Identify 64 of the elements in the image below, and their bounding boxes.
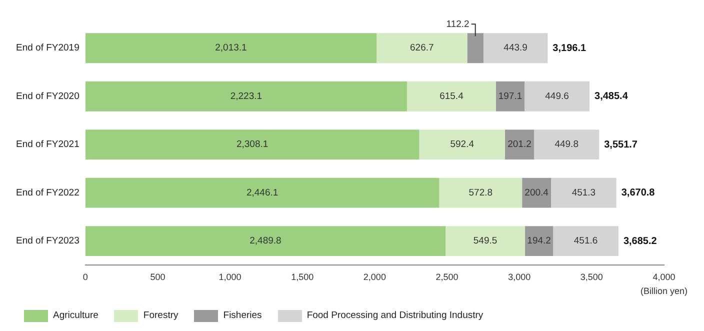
x-tick-label: 2,000	[363, 272, 386, 282]
data-label: 572.8	[468, 187, 493, 198]
data-label: 626.7	[410, 42, 434, 54]
bar	[504, 130, 534, 160]
x-tick-label: 3,500	[580, 272, 603, 282]
legend-label: Forestry	[143, 310, 178, 321]
data-label: 2,446.1	[246, 187, 278, 198]
data-label: 592.4	[450, 139, 474, 150]
data-label: 200.4	[524, 187, 548, 198]
total-label: 3,196.1	[552, 42, 586, 54]
data-label: 2,489.8	[250, 236, 282, 247]
x-tick-label: 3,000	[508, 272, 531, 282]
data-label: 451.3	[572, 187, 596, 198]
data-label: 451.6	[574, 236, 598, 247]
bar	[85, 226, 446, 256]
total-label: 3,551.7	[604, 139, 638, 150]
bar	[534, 130, 600, 160]
y-tick-label: End of FY2022	[16, 187, 80, 198]
x-tick-label: 1,500	[291, 272, 314, 282]
total-label: 3,485.4	[594, 91, 628, 102]
data-label: 443.9	[504, 42, 528, 54]
data-label: 2,013.1	[215, 42, 247, 54]
x-tick-label: 1,000	[218, 272, 242, 282]
data-label: 449.6	[545, 90, 569, 102]
data-label: 549.5	[473, 236, 498, 247]
total-label: 3,685.2	[623, 236, 658, 247]
bar	[525, 226, 554, 256]
data-label: 615.4	[440, 90, 464, 102]
x-tick-label: 0	[82, 272, 88, 282]
bar	[439, 178, 522, 208]
y-tick-label: End of FY2019	[16, 42, 80, 54]
y-tick-label: End of FY2020	[16, 90, 80, 102]
x-axis-title: (Billion yen)	[640, 286, 688, 296]
x-tick-label: 500	[150, 272, 166, 282]
bar	[85, 130, 420, 160]
bar	[85, 33, 377, 64]
y-tick-label: End of FY2023	[16, 236, 80, 247]
x-tick-label: 2,500	[436, 272, 458, 282]
x-tick-label: 4,000	[652, 272, 676, 282]
bar	[406, 81, 496, 112]
data-label: 194.2	[527, 236, 551, 247]
data-label: 201.2	[508, 139, 532, 150]
data-label: 197.1	[498, 90, 522, 102]
bar	[496, 81, 524, 112]
data-label: 112.2	[446, 18, 470, 30]
bar	[85, 81, 407, 112]
data-label: 2,308.1	[236, 139, 268, 150]
y-tick-label: End of FY2021	[16, 139, 80, 150]
data-label: 449.8	[554, 139, 578, 150]
bar	[419, 130, 505, 160]
bar	[467, 33, 484, 64]
bar	[446, 226, 526, 256]
bar	[524, 81, 590, 112]
bar	[522, 178, 552, 208]
bar	[553, 226, 618, 256]
bar	[376, 33, 468, 64]
total-label: 3,670.8	[621, 188, 656, 199]
data-label: 2,223.1	[230, 90, 262, 102]
bar	[551, 178, 616, 208]
legend-label: Fisheries	[223, 310, 262, 321]
legend-label: Agriculture	[53, 310, 98, 321]
bar	[483, 33, 548, 64]
bar	[85, 178, 440, 208]
legend-label: Food Processing and Distributing Industry	[306, 310, 484, 321]
